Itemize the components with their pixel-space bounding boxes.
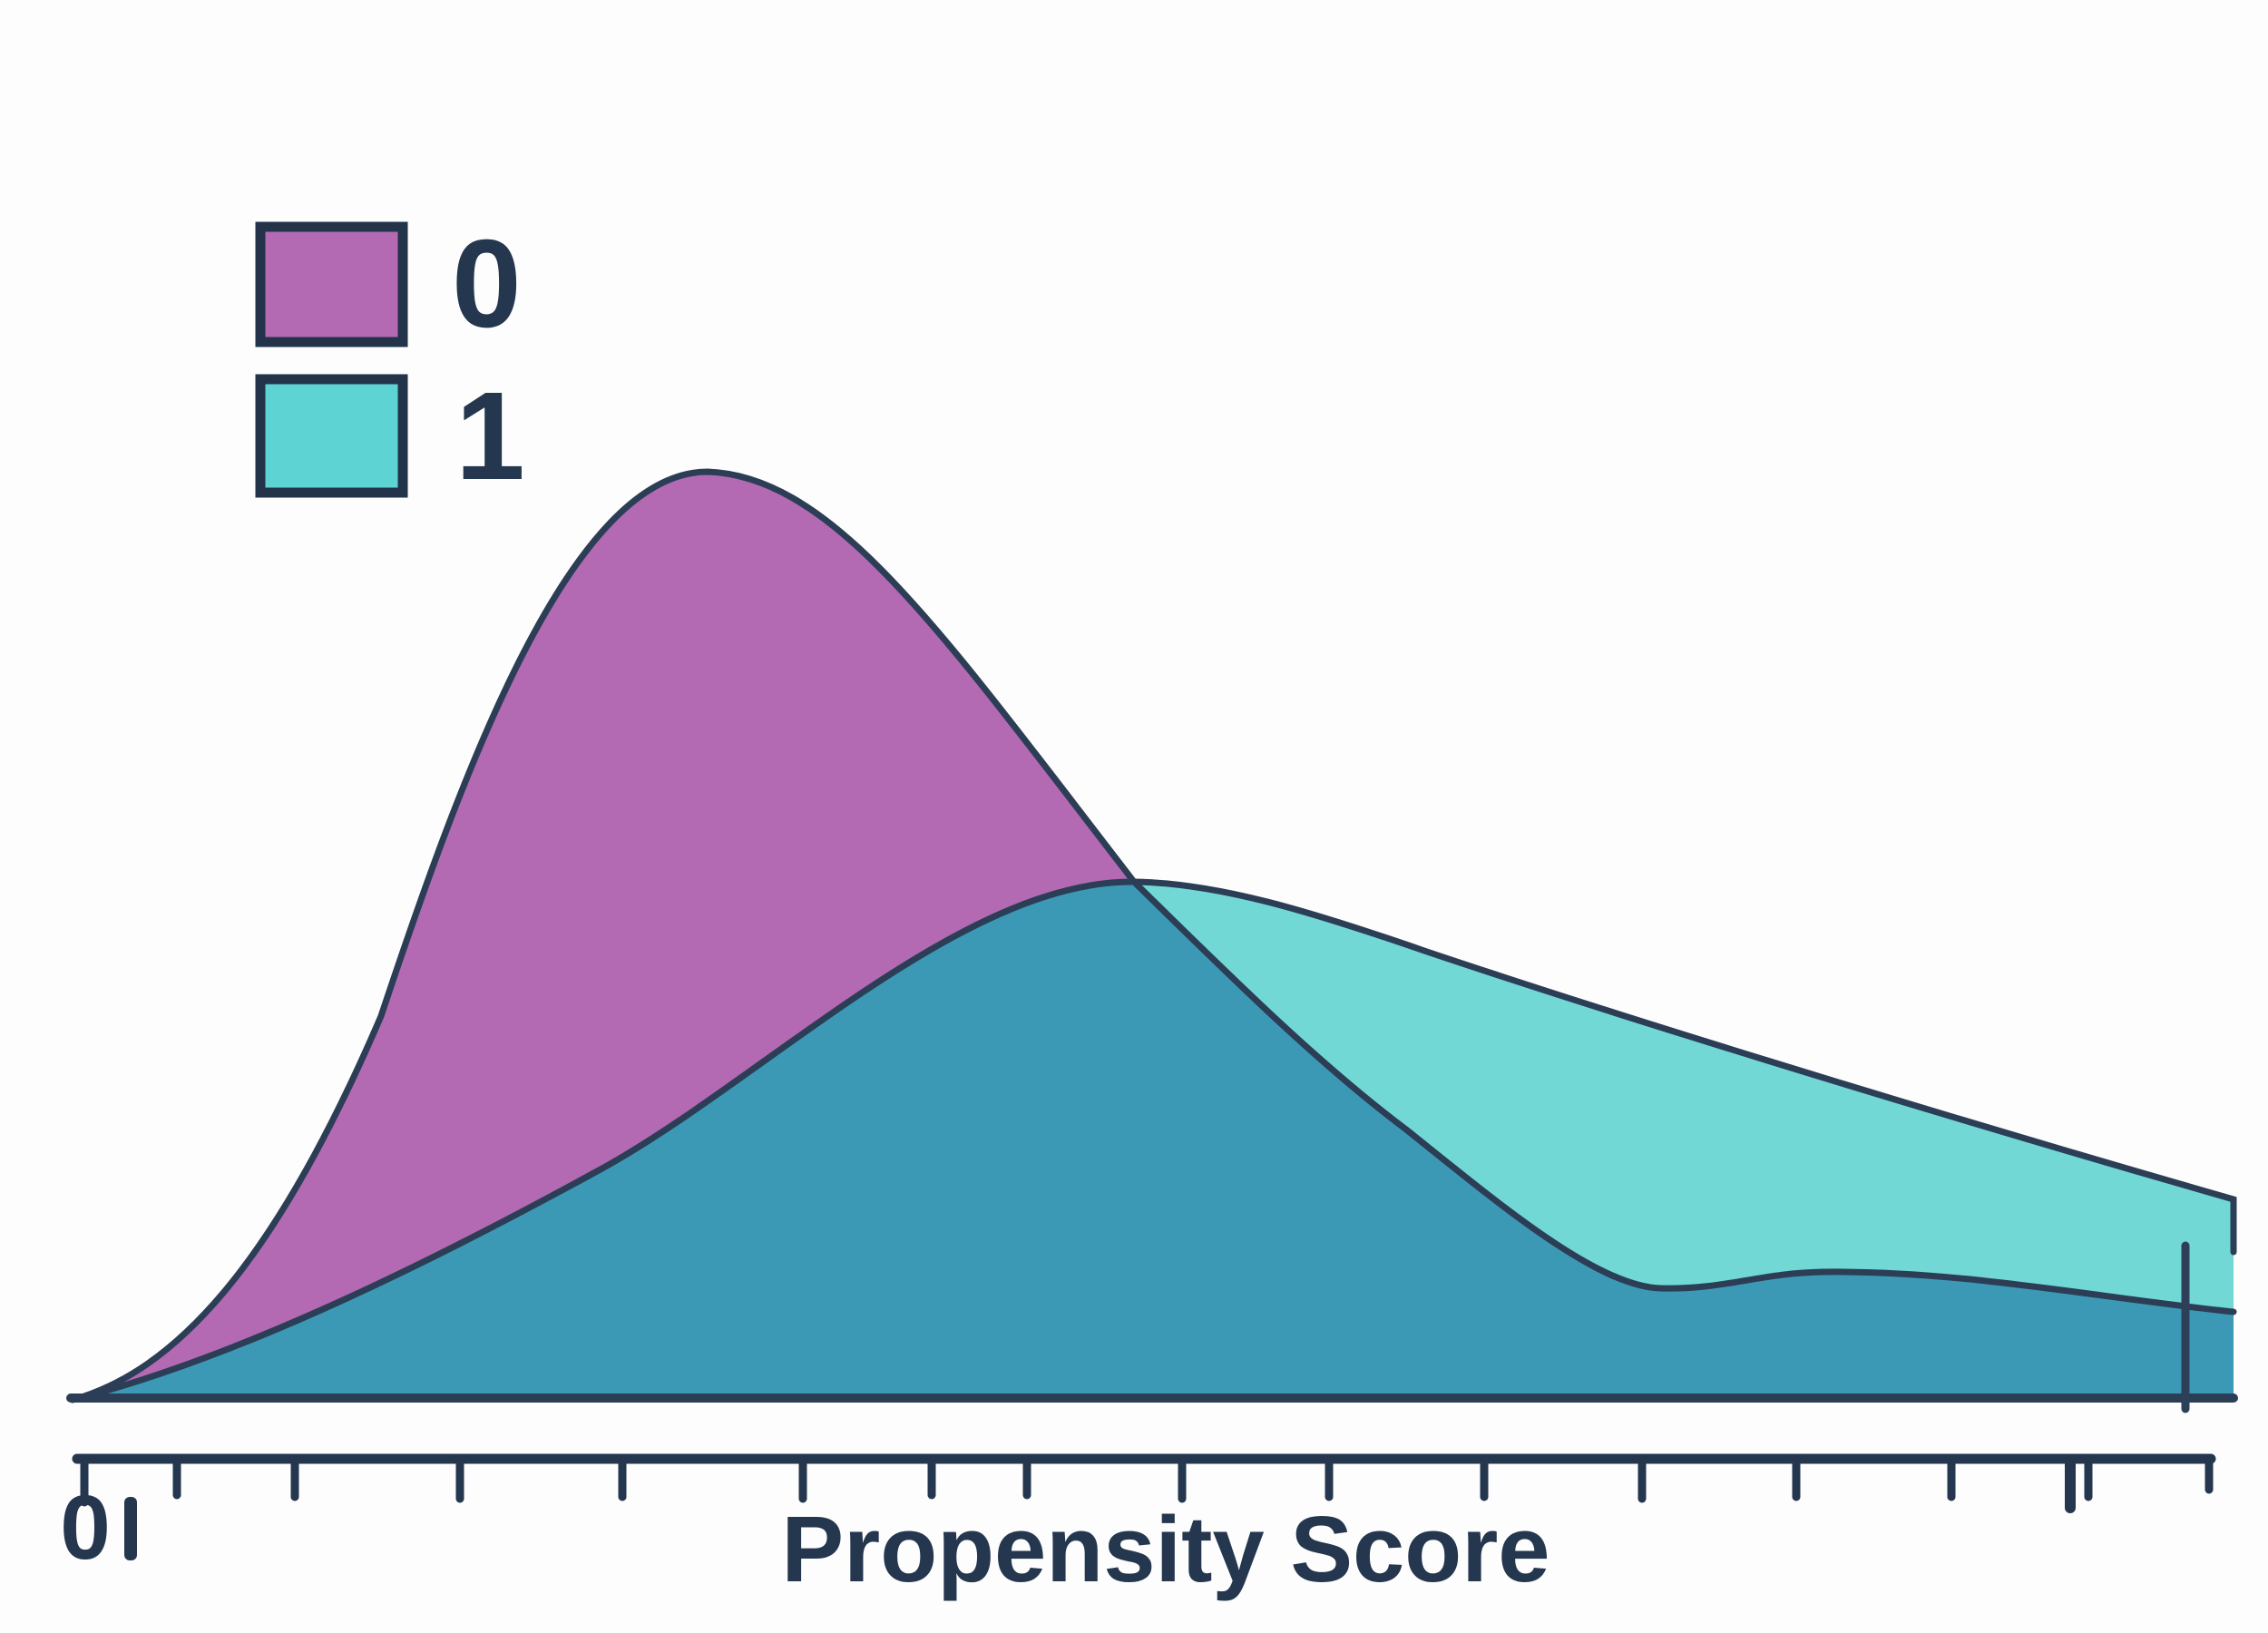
legend: 0 1 xyxy=(255,214,525,506)
curve-group0-outline xyxy=(69,468,2237,1403)
density-areas xyxy=(73,472,2234,1400)
x-axis-title: Propensity Score xyxy=(781,1497,1549,1601)
x-axis-ticks xyxy=(80,1457,2214,1513)
legend-item-group1: 1 xyxy=(255,367,525,506)
x-axis-origin-label: 0 xyxy=(60,1477,111,1579)
origin-bar-mark xyxy=(124,1497,137,1560)
area-group0-only xyxy=(73,472,1134,1400)
legend-label-group1: 1 xyxy=(455,367,525,506)
legend-swatch-group0 xyxy=(255,221,408,347)
area-overlap-both-groups xyxy=(73,881,2234,1400)
legend-item-group0: 0 xyxy=(255,214,522,354)
legend-swatch-group1 xyxy=(255,374,408,498)
x-axis xyxy=(72,1453,2216,1513)
area-group1-only xyxy=(1134,882,2234,1312)
legend-label-group0: 0 xyxy=(452,214,522,354)
density-outlines xyxy=(69,468,2237,1403)
